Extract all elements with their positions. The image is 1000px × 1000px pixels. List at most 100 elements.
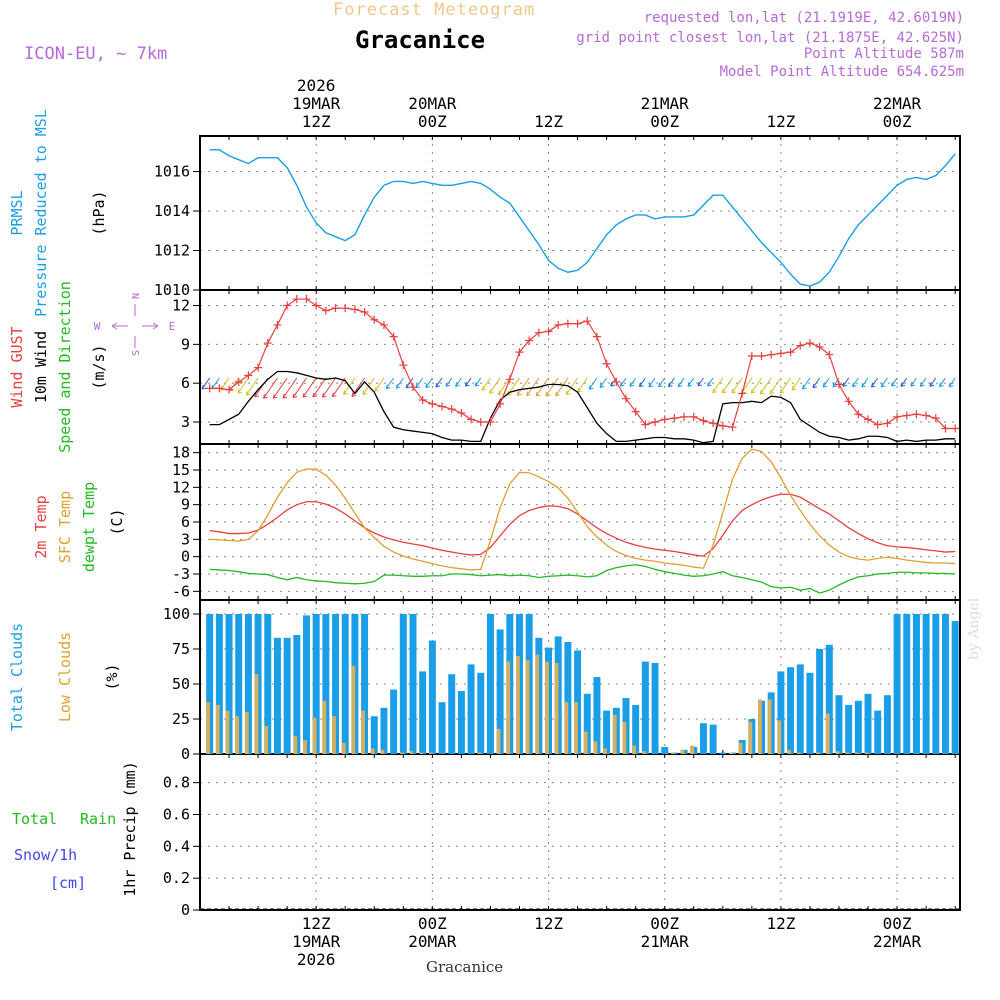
gust-marker — [738, 389, 747, 398]
wind-arrow-head — [545, 394, 550, 397]
low-cloud-bar — [845, 752, 850, 754]
wind-arrow — [721, 377, 733, 394]
low-cloud-bar — [264, 726, 269, 754]
pressure-line — [209, 149, 956, 287]
wind-arrow-head — [237, 388, 240, 394]
wind-arrow-head — [577, 390, 582, 393]
total-cloud-bar — [719, 752, 727, 754]
wind-arrow — [648, 377, 656, 388]
wind-arrow — [812, 377, 821, 389]
total-cloud-bar — [825, 644, 833, 754]
wind-arrow-head — [292, 393, 295, 398]
wind-arrow — [871, 377, 879, 388]
wind-arrow-head — [343, 390, 346, 395]
total-cloud-bar — [564, 642, 572, 754]
low-cloud-bar — [293, 735, 298, 754]
top-time-label: 12Z — [302, 112, 331, 131]
wind10m-line — [209, 370, 956, 444]
total-cloud-bar — [380, 707, 388, 754]
wind-arrow — [489, 377, 501, 394]
total-cloud-bar — [273, 637, 281, 754]
low-cloud-bar — [825, 713, 830, 754]
total-cloud-bar — [486, 614, 494, 754]
gust-marker — [205, 384, 214, 393]
compass-n-label: N — [131, 293, 142, 299]
wind-arrow-head — [658, 385, 663, 388]
gust-marker — [486, 418, 495, 426]
gust-marker — [312, 301, 321, 310]
gust-marker — [283, 301, 292, 310]
wind-arrow-head — [312, 395, 317, 398]
total-cloud-bar — [390, 689, 398, 754]
y-tick-label: 18 — [172, 444, 190, 462]
wind-arrow-head — [801, 384, 804, 389]
wind-arrow — [822, 377, 830, 388]
gust-marker — [931, 414, 940, 423]
top-time-label: 22MAR — [873, 94, 922, 113]
wind-arrow-head — [678, 385, 683, 388]
total-cloud-bar — [448, 674, 456, 754]
wind-arrow — [658, 377, 666, 388]
wind-arrow-head — [610, 382, 613, 387]
gust-marker — [379, 320, 388, 329]
total-cloud-bar — [787, 667, 795, 754]
gust-marker — [883, 419, 892, 428]
wind-arrow-head — [374, 389, 379, 392]
low-cloud-bar — [583, 731, 588, 754]
wind-arrow — [842, 377, 850, 387]
gust-marker — [844, 397, 853, 406]
total-cloud-bar — [428, 640, 436, 754]
wind-arrow-head — [545, 391, 548, 397]
low-cloud-bar — [593, 741, 598, 754]
wind-arrow-head — [870, 382, 873, 388]
low-cloud-bar — [215, 705, 220, 754]
total-cloud-bar — [225, 614, 233, 754]
wind-arrow — [395, 377, 404, 389]
gust-marker — [360, 308, 369, 316]
gust-marker — [728, 423, 737, 432]
wind-arrow-head — [639, 385, 644, 388]
total-clouds-label: Total Clouds — [8, 623, 26, 731]
wind-arrow — [272, 377, 288, 399]
wind-arrow-head — [435, 382, 438, 387]
wind-arrow — [619, 377, 627, 387]
wind-arrow — [900, 377, 908, 387]
wind-arrow-head — [589, 387, 594, 390]
bottom-location-label: Gracanice — [426, 958, 504, 976]
bottom-time-label: 21MAR — [641, 932, 690, 951]
gust-marker — [815, 342, 824, 351]
wind-arrow-head — [731, 391, 737, 394]
gust-marker — [825, 350, 834, 359]
low-cloud-bar — [206, 702, 211, 754]
temp-unit: (C) — [108, 508, 126, 535]
model-point-altitude: Model Point Altitude 654.625m — [719, 64, 964, 80]
wind-unit: (m/s) — [90, 344, 108, 389]
gust-marker — [418, 396, 427, 404]
wind-arrow-head — [687, 382, 690, 387]
pressure-unit: (hPa) — [90, 190, 108, 235]
y-tick-label: 0 — [181, 745, 190, 763]
gust-marker — [292, 295, 301, 304]
gust-marker — [709, 419, 718, 428]
y-tick-label: -3 — [172, 565, 190, 583]
dewpt-label: dewpt Temp — [80, 482, 98, 572]
gust-marker — [864, 415, 873, 424]
gust-marker — [408, 383, 417, 392]
wind-arrow-head — [791, 388, 797, 391]
gust-marker — [951, 424, 960, 433]
wind-arrow-head — [351, 392, 354, 397]
wind-arrow — [425, 377, 433, 388]
wind-arrow — [497, 377, 511, 395]
wind-arrow-head — [852, 385, 857, 388]
y-tick-label: 0.8 — [163, 774, 190, 792]
gust-marker — [496, 399, 505, 408]
low-cloud-bar — [303, 740, 307, 754]
wind-arrow-head — [245, 390, 248, 396]
wind-arrow — [535, 377, 549, 397]
total-cloud-bar — [893, 614, 901, 754]
gust-marker — [244, 371, 253, 380]
t2m-line — [209, 493, 956, 557]
wind-arrow — [779, 377, 791, 394]
wind-arrow — [939, 377, 946, 387]
wind-arrow-head — [507, 393, 512, 396]
